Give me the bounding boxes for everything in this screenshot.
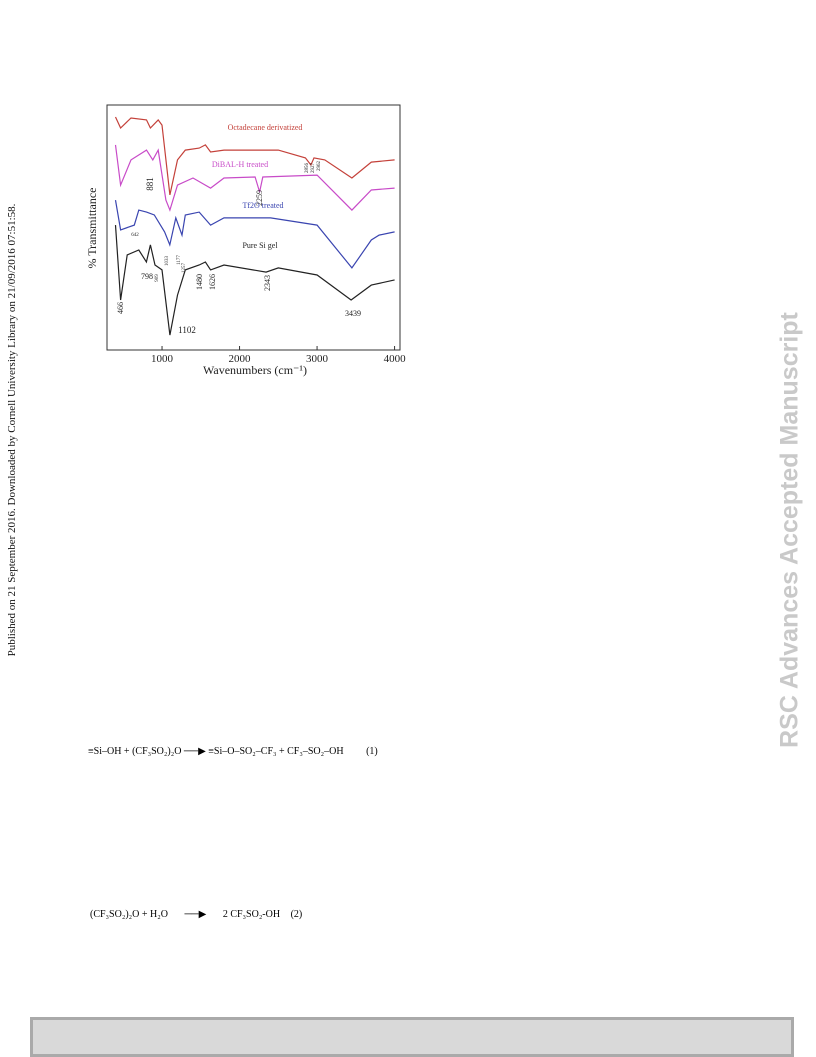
spectrum-line xyxy=(114,116,395,196)
ftir-chart: % Transmittance Wavenumbers (cm⁻¹) 1000 2… xyxy=(85,104,407,377)
spectrum-line xyxy=(114,199,395,269)
series-label: Octadecane derivatized xyxy=(228,123,303,132)
peak-label: 466 xyxy=(116,302,125,314)
arrow: ──▶ xyxy=(183,746,206,757)
eq-number: (2) xyxy=(290,909,303,920)
peak-label: 642 xyxy=(131,233,139,238)
x-tick-label: 2000 xyxy=(229,353,252,365)
eq-right: ≡Si–O–SO₂–CF₃ + CF₃–SO₂–OH xyxy=(208,746,344,757)
peak-label: 1102 xyxy=(178,325,196,335)
peak-label: 2927 xyxy=(311,163,316,174)
peak-label: 3439 xyxy=(345,309,361,318)
peak-label: 1480 xyxy=(195,274,204,290)
peak-label: 1177 xyxy=(177,255,182,265)
equation-1: ≡Si–OH + (CF₃SO₂)₂O ──▶ ≡Si–O–SO₂–CF₃ + … xyxy=(88,746,378,757)
peak-label: 2343 xyxy=(263,275,272,291)
series-label: Pure Si gel xyxy=(242,241,278,250)
peak-label: 2856 xyxy=(305,163,310,174)
peak-label: 798 xyxy=(141,272,153,281)
x-tick-label: 4000 xyxy=(384,353,407,365)
eq-right: 2 CF₃SO₂-OH xyxy=(222,909,281,920)
watermark: RSC Advances Accepted Manuscript xyxy=(775,312,804,748)
plot-frame xyxy=(106,104,401,351)
series-label: Tf2O treated xyxy=(242,201,283,210)
equation-2: (CF₃SO₂)₂O + H₂O ──▶ 2 CF₃SO₂-OH (2) xyxy=(90,909,302,920)
y-axis-label: % Transmittance xyxy=(85,188,99,269)
peak-label: 2259 xyxy=(255,190,264,206)
spectrum-line xyxy=(114,225,395,336)
arrow: ──▶ xyxy=(184,909,207,920)
eq-left: ≡Si–OH + (CF₃SO₂)₂O xyxy=(88,746,182,757)
eq-number: (1) xyxy=(366,746,378,757)
x-axis-label: Wavenumbers (cm⁻¹) xyxy=(203,363,307,377)
eq-left: (CF₃SO₂)₂O + H₂O xyxy=(90,909,168,920)
series-label: DiBAL-H treated xyxy=(212,160,268,169)
peak-label: 1033 xyxy=(165,256,170,267)
peak-label: 909 xyxy=(155,274,160,282)
spectrum-line xyxy=(114,144,395,212)
peak-label: 1626 xyxy=(208,274,217,290)
footer-bar xyxy=(30,1017,794,1057)
peak-label: 2962 xyxy=(317,161,322,172)
peak-label: 881 xyxy=(145,177,155,191)
peak-label: 1257 xyxy=(182,263,187,274)
x-tick-label: 3000 xyxy=(306,353,329,365)
x-tick-label: 1000 xyxy=(151,353,174,365)
